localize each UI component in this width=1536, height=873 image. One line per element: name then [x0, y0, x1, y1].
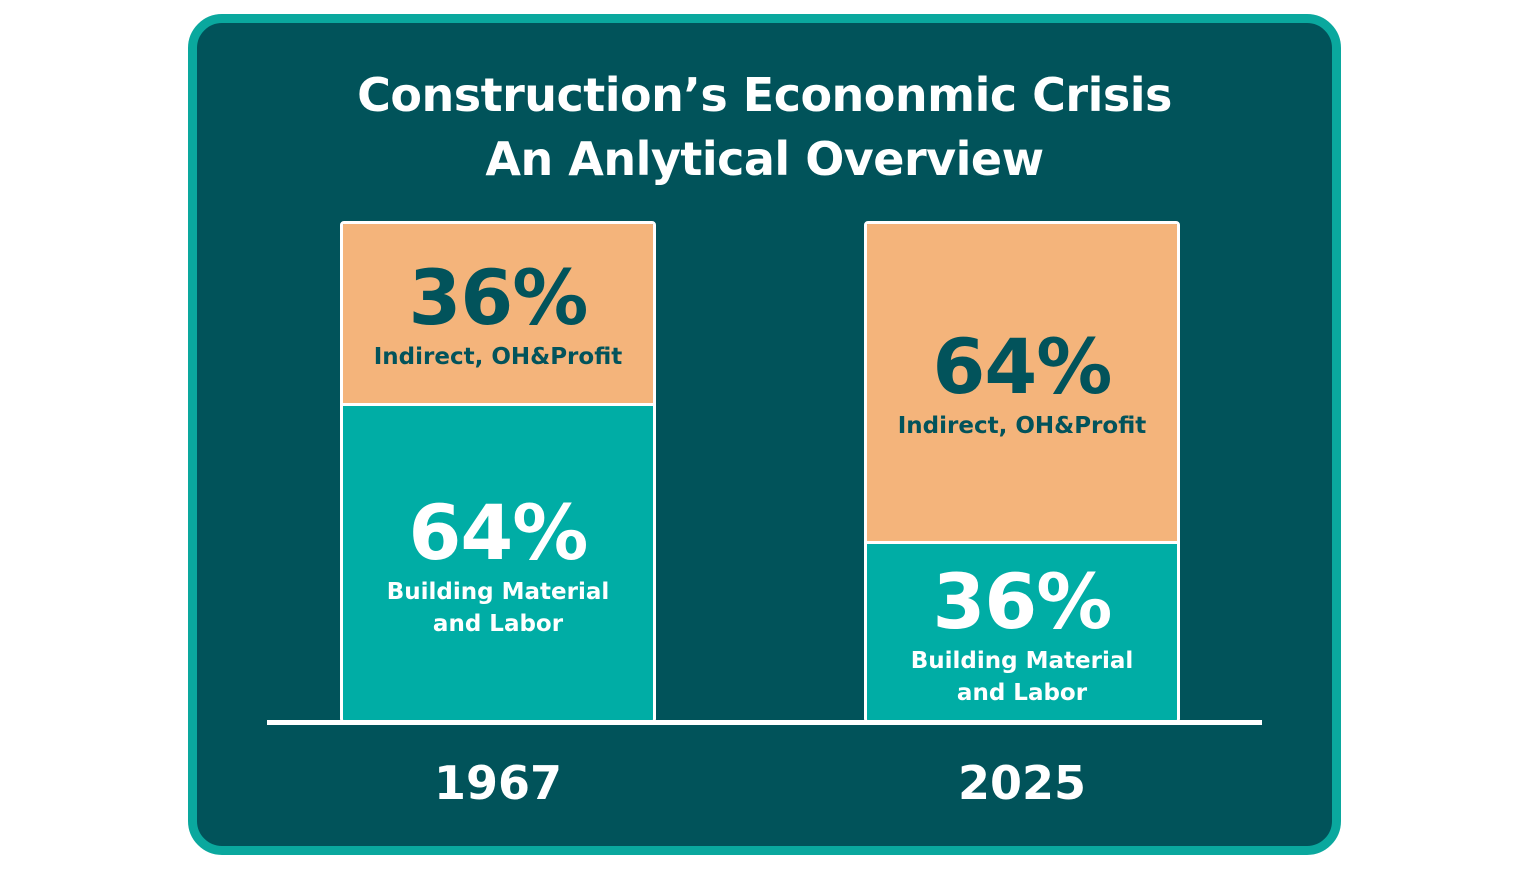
bar-1967-building-label-line-1: Building Material	[386, 579, 610, 605]
bar-1967-indirect-label: Indirect, OH&Profit	[373, 344, 623, 370]
chart-title-line-1: Construction’s Econonmic Crisis	[357, 68, 1172, 122]
bar-1967-building-label-group: 64% Building Material and Labor	[343, 490, 653, 640]
bar-2025-indirect-label-group: 64% Indirect, OH&Profit	[867, 324, 1177, 442]
bar-2025-building-label-line-1: Building Material	[910, 648, 1134, 674]
bar-1967-building-value: 64%	[408, 488, 589, 577]
bar-1967-indirect-value: 36%	[408, 253, 589, 342]
bar-2025-indirect-value: 64%	[932, 322, 1113, 411]
bar-1967-building-segment: 64% Building Material and Labor	[343, 403, 653, 720]
bar-1967-building-label-line-2: and Labor	[432, 611, 564, 637]
x-tick-label-2025: 2025	[957, 756, 1087, 810]
chart-card: Construction’s Econonmic Crisis An Anlyt…	[188, 14, 1341, 855]
chart-title-line-2: An Anlytical Overview	[485, 132, 1044, 186]
bar-1967: 36% Indirect, OH&Profit 64% Building Mat…	[340, 221, 656, 723]
bar-2025-building-label-group: 36% Building Material and Labor	[867, 559, 1177, 709]
bar-2025-building-label-line-2: and Labor	[956, 680, 1088, 706]
bar-2025-building-segment: 36% Building Material and Labor	[867, 541, 1177, 720]
bar-2025-building-value: 36%	[932, 557, 1113, 646]
bar-2025-indirect-segment: 64% Indirect, OH&Profit	[867, 224, 1177, 541]
bar-2025-indirect-label: Indirect, OH&Profit	[897, 413, 1147, 439]
bar-1967-indirect-segment: 36% Indirect, OH&Profit	[343, 224, 653, 403]
x-axis-baseline	[267, 720, 1262, 725]
bar-1967-indirect-label-group: 36% Indirect, OH&Profit	[343, 255, 653, 373]
bar-2025: 64% Indirect, OH&Profit 36% Building Mat…	[864, 221, 1180, 723]
x-tick-label-1967: 1967	[433, 756, 563, 810]
